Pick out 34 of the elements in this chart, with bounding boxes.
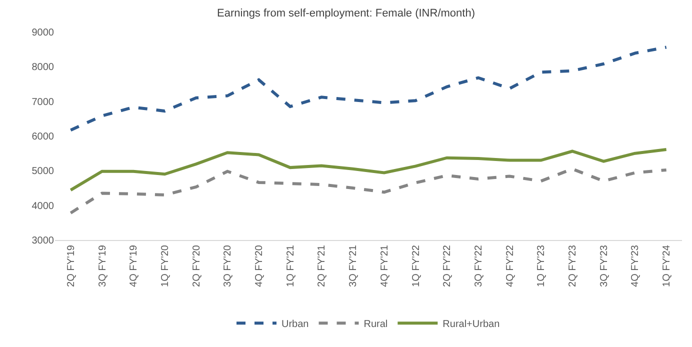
x-tick-label: 2Q FY'23 <box>568 244 579 287</box>
legend-label: Urban <box>282 319 309 330</box>
x-tick-label: 4Q FY'23 <box>630 244 642 287</box>
y-tick-label: 6000 <box>32 132 54 142</box>
x-tick-label: 1Q FY'22 <box>410 244 422 287</box>
legend-label: Rural <box>364 319 388 330</box>
x-tick-label: 4Q FY'19 <box>128 244 140 287</box>
line-series <box>69 46 668 132</box>
x-tick-label: 1Q FY'20 <box>160 244 171 287</box>
x-tick-label: 3Q FY'20 <box>222 244 234 287</box>
x-tick-label: 1Q FY'21 <box>285 244 296 287</box>
x-tick-label: 2Q FY'21 <box>316 244 328 287</box>
chart-title: Earnings from self-employment: Female (INR/month) <box>217 7 475 20</box>
x-tick-label: 3Q FY'23 <box>598 244 610 287</box>
x-tick-label: 4Q FY'20 <box>254 244 266 287</box>
y-tick-label: 5000 <box>32 166 54 178</box>
x-tick-label: 1Q FY'24 <box>662 244 673 287</box>
line-series <box>69 167 668 214</box>
y-tick-label: 9000 <box>32 28 54 38</box>
y-tick-label: 7000 <box>32 96 54 108</box>
y-tick-label: 3000 <box>32 236 54 246</box>
x-tick-label: 4Q FY'21 <box>379 244 390 287</box>
x-tick-label: 2Q FY'19 <box>66 244 77 287</box>
x-tick-label: 2Q FY'20 <box>191 244 202 287</box>
line-series <box>69 148 668 192</box>
x-tick-label: 1Q FY'23 <box>536 244 548 287</box>
x-tick-label: 3Q FY'19 <box>97 244 108 287</box>
x-tick-label: 3Q FY'21 <box>348 244 360 287</box>
y-tick-label: 8000 <box>32 62 54 74</box>
x-tick-label: 3Q FY'22 <box>473 244 484 287</box>
legend-label: Rural+Urban <box>442 319 500 330</box>
x-tick-label: 2Q FY'22 <box>442 244 454 287</box>
y-tick-label: 4000 <box>32 200 54 212</box>
x-tick-label: 4Q FY'22 <box>504 244 516 287</box>
